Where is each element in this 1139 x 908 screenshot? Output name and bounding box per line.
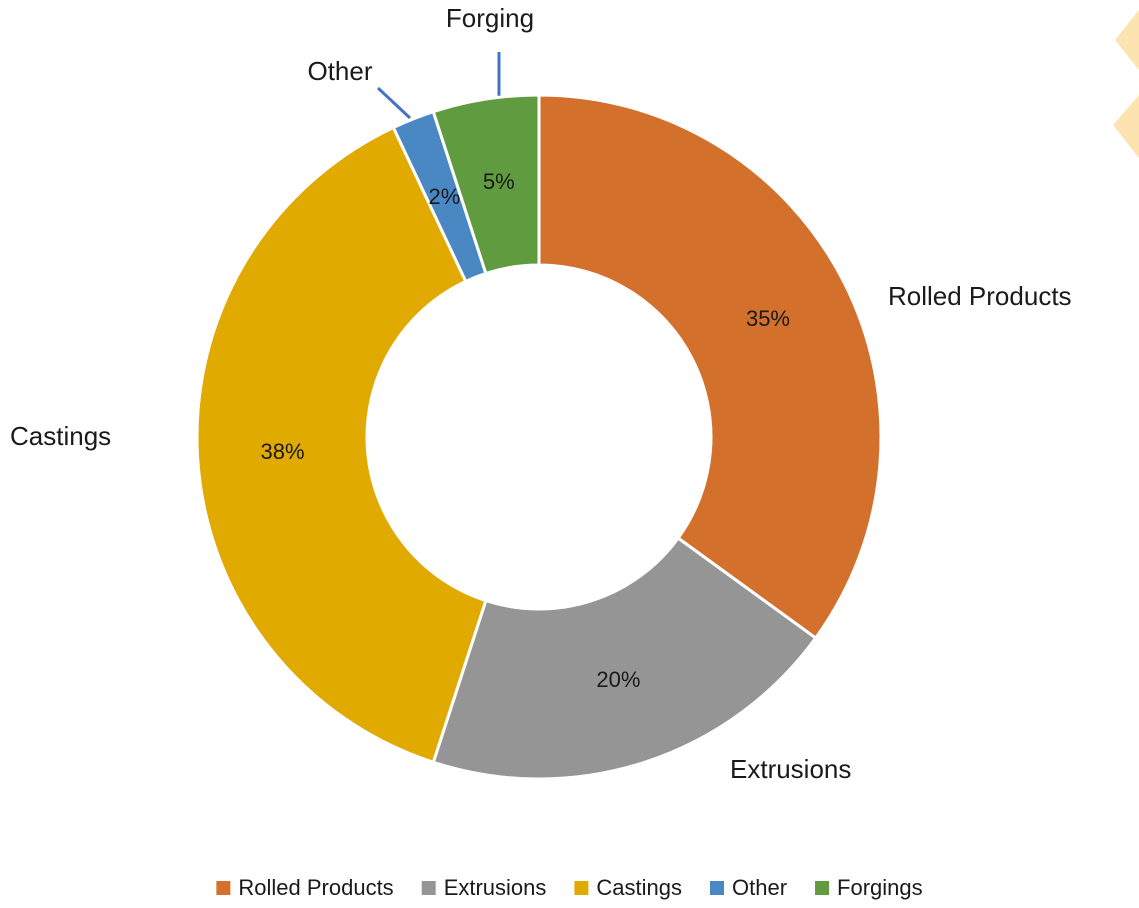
legend-label: Extrusions xyxy=(444,875,547,900)
category-label: Castings xyxy=(10,421,111,451)
decoration xyxy=(1115,10,1139,70)
category-label: Rolled Products xyxy=(888,281,1072,311)
legend-swatch xyxy=(710,881,724,895)
legend-swatch xyxy=(421,881,436,895)
donut-segment xyxy=(431,536,818,781)
legend-swatch xyxy=(574,881,589,895)
legend-label: Rolled Products xyxy=(238,875,393,900)
data-label: 38% xyxy=(260,439,304,464)
category-label: Extrusions xyxy=(730,754,851,784)
legend-label: Castings xyxy=(596,875,682,900)
donut-segment xyxy=(195,125,488,765)
legend-label: Other xyxy=(732,875,787,900)
category-label: Forging xyxy=(446,3,534,33)
legend-label: Forgings xyxy=(837,875,923,900)
category-label: Other xyxy=(307,56,372,86)
legend-swatch xyxy=(815,881,830,895)
data-label: 20% xyxy=(596,667,640,692)
data-label: 2% xyxy=(428,184,460,209)
decoration xyxy=(1113,95,1139,158)
data-label: 35% xyxy=(746,306,790,331)
legend-swatch xyxy=(216,881,231,895)
donut-segment xyxy=(537,93,883,641)
data-label: 5% xyxy=(483,169,515,194)
leader-line xyxy=(376,86,412,120)
donut-segment xyxy=(431,93,541,276)
